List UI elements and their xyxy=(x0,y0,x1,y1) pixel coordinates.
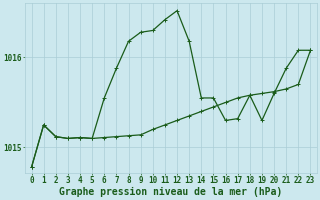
X-axis label: Graphe pression niveau de la mer (hPa): Graphe pression niveau de la mer (hPa) xyxy=(60,186,283,197)
